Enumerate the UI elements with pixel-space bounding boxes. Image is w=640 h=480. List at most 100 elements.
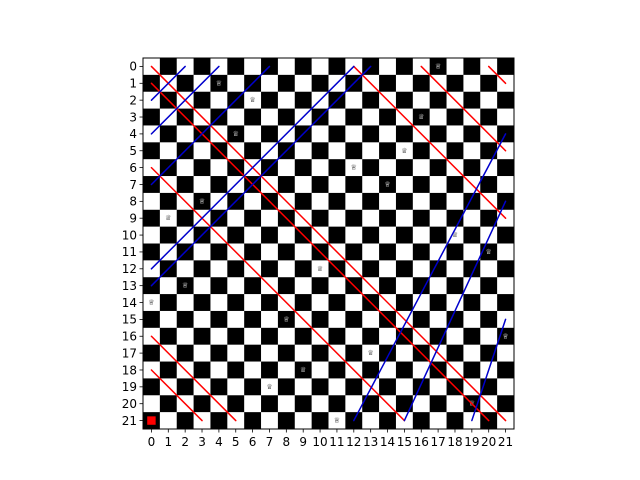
board-square bbox=[176, 277, 194, 295]
board-square bbox=[261, 412, 279, 430]
board-square bbox=[294, 395, 312, 413]
board-square bbox=[446, 243, 464, 261]
board-square bbox=[277, 108, 296, 126]
queen-piece: ♕ bbox=[351, 164, 357, 172]
board-square bbox=[210, 159, 228, 177]
board-square bbox=[311, 260, 329, 278]
queen-piece: ♕ bbox=[182, 282, 188, 290]
x-tick-label: 4 bbox=[215, 435, 223, 449]
board-square bbox=[412, 310, 430, 329]
board-square bbox=[294, 378, 312, 396]
board-square bbox=[412, 378, 430, 396]
board-square bbox=[244, 277, 262, 295]
board-square bbox=[328, 361, 346, 379]
board-square bbox=[193, 243, 211, 261]
board-square bbox=[480, 209, 498, 227]
board-square bbox=[176, 125, 194, 143]
queen-piece: ♕ bbox=[334, 417, 340, 425]
board-square bbox=[463, 361, 481, 379]
board-square bbox=[227, 226, 245, 244]
board-square bbox=[446, 344, 464, 362]
board-square bbox=[143, 378, 161, 396]
board-square bbox=[480, 327, 498, 345]
board-square bbox=[362, 412, 380, 430]
y-tick-label: 5 bbox=[129, 144, 137, 158]
board-square bbox=[328, 395, 346, 413]
board-square bbox=[463, 310, 481, 329]
board-square bbox=[328, 327, 346, 345]
board-square bbox=[311, 412, 329, 430]
red-diagonal-line bbox=[420, 65, 507, 152]
board-square bbox=[159, 294, 178, 312]
board-square bbox=[429, 108, 447, 126]
board-square bbox=[193, 310, 211, 329]
board-square bbox=[379, 74, 397, 93]
board-square bbox=[429, 310, 447, 329]
y-tick-label: 12 bbox=[122, 262, 137, 276]
red-diagonal-line bbox=[353, 65, 507, 219]
board-square bbox=[480, 294, 498, 312]
board-square bbox=[261, 344, 279, 362]
board-square bbox=[277, 176, 296, 194]
board-square bbox=[497, 395, 515, 413]
board-square bbox=[362, 243, 380, 261]
y-tick-label: 15 bbox=[122, 313, 137, 327]
board-square bbox=[345, 327, 363, 345]
queen-piece: ♕ bbox=[216, 79, 222, 87]
board-square bbox=[244, 327, 262, 345]
y-tick-label: 19 bbox=[122, 380, 137, 394]
board-square bbox=[261, 209, 279, 227]
board-square bbox=[362, 142, 380, 160]
board-square bbox=[244, 226, 262, 244]
board-square bbox=[244, 125, 262, 143]
board-square bbox=[446, 260, 464, 278]
board-square bbox=[277, 327, 296, 345]
board-square bbox=[379, 260, 397, 278]
board-square bbox=[395, 209, 414, 227]
x-tick-label: 3 bbox=[198, 435, 206, 449]
board-square bbox=[379, 344, 397, 362]
y-tick-label: 13 bbox=[122, 279, 137, 293]
queen-piece: ♕ bbox=[165, 214, 171, 222]
board-square bbox=[395, 192, 414, 211]
board-square bbox=[210, 260, 228, 278]
board-square bbox=[227, 361, 245, 379]
board-square bbox=[328, 226, 346, 244]
board-square bbox=[446, 192, 464, 211]
board-square bbox=[244, 58, 262, 76]
board-square bbox=[362, 310, 380, 329]
board-square bbox=[395, 125, 414, 143]
board-square bbox=[379, 192, 397, 211]
queen-piece: ♕ bbox=[401, 147, 407, 155]
board-square bbox=[345, 192, 363, 211]
queen-piece: ♕ bbox=[300, 366, 306, 374]
board-square bbox=[497, 260, 515, 278]
board-square bbox=[294, 260, 312, 278]
red-diagonal-line bbox=[150, 335, 237, 422]
board-square bbox=[463, 58, 481, 76]
x-tick-label: 9 bbox=[299, 435, 307, 449]
board-square bbox=[412, 243, 430, 261]
board-square bbox=[362, 260, 380, 278]
board-square bbox=[379, 108, 397, 126]
board-square bbox=[277, 412, 296, 430]
board-square bbox=[328, 159, 346, 177]
board-square bbox=[328, 192, 346, 211]
board-square bbox=[143, 226, 161, 244]
board-square bbox=[362, 327, 380, 345]
board-square bbox=[227, 209, 245, 227]
board-square bbox=[463, 159, 481, 177]
board-square bbox=[463, 74, 481, 93]
board-square bbox=[429, 277, 447, 295]
board-square bbox=[379, 226, 397, 244]
board-square bbox=[159, 361, 178, 379]
board-square bbox=[227, 277, 245, 295]
board-square bbox=[176, 260, 194, 278]
board-square bbox=[446, 327, 464, 345]
board-square bbox=[412, 142, 430, 160]
board-square bbox=[362, 344, 380, 362]
board-square bbox=[345, 159, 363, 177]
board-square bbox=[261, 125, 279, 143]
board-square bbox=[395, 344, 414, 362]
